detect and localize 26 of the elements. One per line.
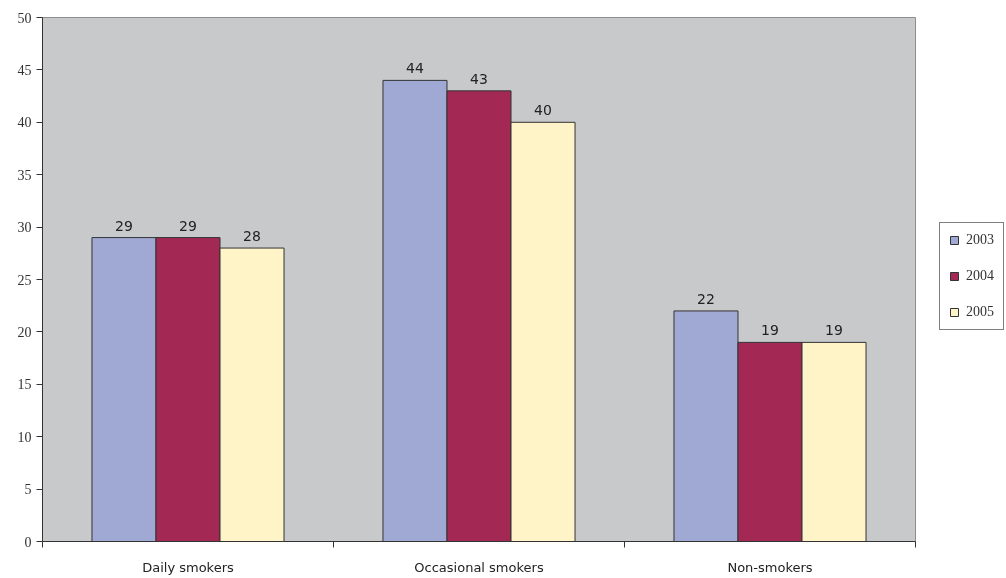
data-label: 40 [534,102,552,119]
data-label: 28 [243,228,261,245]
legend-label: 2003 [966,232,994,248]
y-tick-label: 25 [17,272,32,288]
y-tick-label: 0 [24,534,32,550]
data-label: 44 [406,60,424,77]
y-tick-label: 15 [17,377,32,393]
y-tick-label: 35 [17,167,32,183]
y-tick-label: 20 [17,324,32,340]
y-tick-label: 30 [17,220,32,236]
legend-label: 2005 [966,304,994,320]
data-label: 19 [825,322,843,339]
data-label: 19 [761,322,779,339]
data-label: 29 [179,217,197,234]
data-label: 43 [470,70,488,87]
y-tick-label: 5 [24,482,32,498]
data-label: 22 [697,290,715,307]
y-tick-label: 10 [17,429,32,445]
x-tick-label: Non-smokers [727,559,813,575]
y-tick-label: 40 [17,115,32,131]
legend-label: 2004 [966,268,994,284]
x-tick-label: Occasional smokers [414,559,544,575]
x-tick-label: Daily smokers [142,559,235,575]
data-label: 29 [115,217,133,234]
y-tick-label: 45 [17,62,32,78]
y-tick-label: 50 [17,10,32,26]
